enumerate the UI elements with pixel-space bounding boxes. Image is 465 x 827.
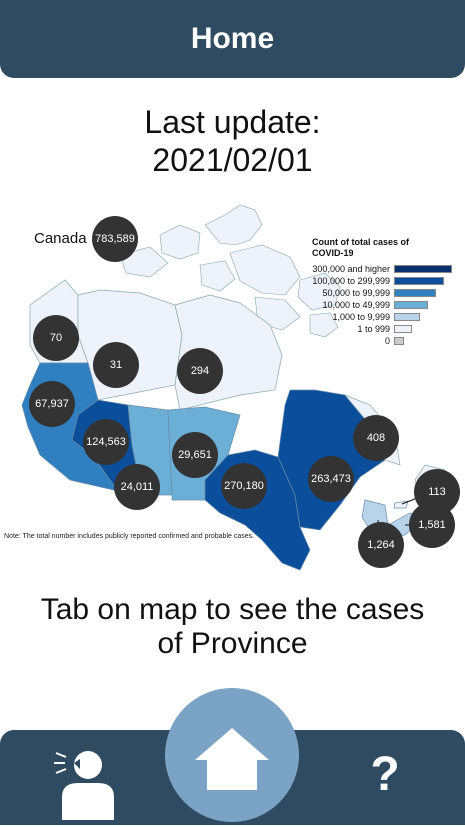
header-bar: Home: [0, 0, 465, 78]
last-update-date: 2021/02/01: [152, 142, 313, 178]
bubble-quebec[interactable]: 263,473: [308, 456, 354, 502]
speaking-person-button[interactable]: [50, 745, 120, 820]
bubble-ontario[interactable]: 270,180: [221, 463, 267, 509]
legend-item: 1 to 999: [312, 323, 462, 335]
canada-map[interactable]: Canada 783,589 70 31 294 67,937 124,563 …: [0, 195, 465, 585]
legend-swatch: [394, 265, 452, 273]
legend-item: 1,000 to 9,999: [312, 311, 462, 323]
speaking-person-icon: [54, 751, 114, 820]
home-button[interactable]: [165, 688, 299, 822]
legend-swatch: [394, 313, 420, 321]
bubble-saskatchewan[interactable]: 24,011: [114, 464, 160, 510]
legend-swatch: [394, 289, 436, 297]
instruction-text: Tab on map to see the cases of Province: [0, 593, 465, 661]
legend-label: 10,000 to 49,999: [322, 300, 390, 310]
arctic-islands: [119, 204, 341, 338]
last-update-label: Last update:: [144, 104, 321, 140]
legend-label: 300,000 and higher: [312, 264, 390, 274]
legend-label: 100,000 to 299,999: [312, 276, 390, 286]
home-icon: [195, 728, 269, 790]
instruction-line-2: of Province: [157, 627, 308, 660]
map-legend: Count of total cases of COVID-19 300,000…: [312, 237, 462, 347]
legend-swatch: [394, 301, 428, 309]
legend-item: 50,000 to 99,999: [312, 287, 462, 299]
legend-label: 50,000 to 99,999: [322, 288, 390, 298]
legend-label: 1 to 999: [357, 324, 390, 334]
instruction-line-1: Tab on map to see the cases: [40, 593, 425, 626]
canada-label: Canada: [34, 230, 87, 247]
last-update: Last update: 2021/02/01: [0, 103, 465, 179]
bubble-northwest-territories[interactable]: 31: [93, 342, 139, 388]
legend-label: 1,000 to 9,999: [332, 312, 390, 322]
bubble-manitoba[interactable]: 29,651: [172, 432, 218, 478]
bubble-alberta[interactable]: 124,563: [83, 419, 129, 465]
bubble-nova-scotia[interactable]: 1,581: [409, 502, 455, 548]
bubble-yukon[interactable]: 70: [33, 315, 79, 361]
legend-title: Count of total cases of COVID-19: [312, 237, 410, 258]
legend-swatch: [394, 337, 404, 345]
page-title: Home: [190, 22, 275, 55]
bubble-british-columbia[interactable]: 67,937: [29, 381, 75, 427]
legend-label: 0: [384, 336, 390, 346]
bubble-new-brunswick[interactable]: 1,264: [358, 522, 404, 568]
bubble-canada-total[interactable]: 783,589: [92, 216, 138, 262]
bubble-newfoundland-labrador[interactable]: 408: [353, 415, 399, 461]
legend-item: 100,000 to 299,999: [312, 275, 462, 287]
legend-swatch: [394, 277, 444, 285]
legend-item: 10,000 to 49,999: [312, 299, 462, 311]
legend-item: 0: [312, 335, 462, 347]
map-note: Note: The total number includes publicly…: [4, 533, 255, 540]
legend-item: 300,000 and higher: [312, 263, 462, 275]
bubble-nunavut[interactable]: 294: [177, 348, 223, 394]
legend-swatch: [394, 325, 412, 333]
help-button[interactable]: ?: [370, 748, 400, 801]
